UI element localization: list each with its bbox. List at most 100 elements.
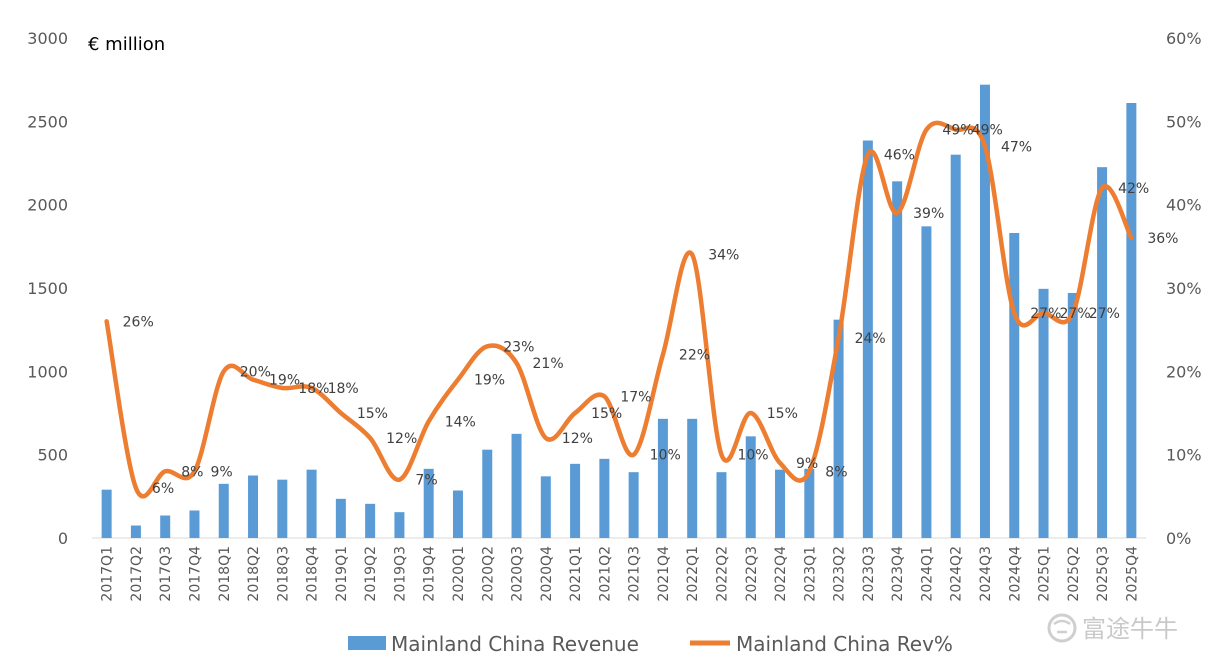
y-unit-label: € million bbox=[88, 34, 165, 55]
bar-2023Q4 bbox=[892, 181, 903, 539]
x-tick-label: 2022Q4 bbox=[773, 546, 789, 602]
x-tick-label: 2023Q1 bbox=[802, 546, 818, 602]
legend-swatch-revenue bbox=[348, 636, 386, 650]
x-tick-label: 2025Q3 bbox=[1095, 546, 1111, 602]
watermark: 富途牛牛 bbox=[1047, 613, 1178, 643]
x-tick-label: 2025Q2 bbox=[1066, 546, 1082, 602]
bar-2019Q2 bbox=[365, 503, 376, 538]
rev-pct-label-2017Q1: 26% bbox=[123, 314, 154, 330]
bar-2018Q4 bbox=[306, 469, 317, 538]
rev-pct-label-2018Q3: 18% bbox=[298, 381, 329, 397]
y-tick-label: 1000 bbox=[27, 362, 68, 381]
x-tick-label: 2025Q4 bbox=[1124, 546, 1140, 602]
y-tick-label: 1500 bbox=[27, 279, 68, 298]
rev-pct-labels: 26%6%8% 9%20%19%18%18%15%12%7%14%19%23%21… bbox=[123, 123, 1179, 497]
y2-tick-label: 40% bbox=[1166, 196, 1202, 215]
bar-2018Q3 bbox=[277, 479, 288, 538]
bar-2018Q2 bbox=[248, 475, 259, 538]
rev-pct-label-2021Q2: 17% bbox=[620, 389, 651, 405]
bar-2025Q2 bbox=[1067, 293, 1078, 538]
bar-2023Q1 bbox=[804, 468, 815, 538]
bar-2019Q4 bbox=[423, 468, 434, 538]
bar-2025Q3 bbox=[1097, 167, 1108, 538]
rev-pct-label-2023Q4: 39% bbox=[913, 206, 944, 222]
bar-2025Q4 bbox=[1126, 103, 1137, 538]
rev-pct-label-2020Q3: 21% bbox=[533, 356, 564, 372]
rev-pct-label-2020Q4: 12% bbox=[562, 431, 593, 447]
x-tick-label: 2021Q1 bbox=[568, 546, 584, 602]
x-tick-label: 2024Q2 bbox=[949, 546, 965, 602]
bar-2017Q1 bbox=[101, 489, 112, 538]
bar-2025Q1 bbox=[1038, 288, 1049, 538]
rev-pct-label-2018Q2: 19% bbox=[269, 373, 300, 389]
bar-2021Q3 bbox=[628, 472, 639, 538]
y-tick-label: 2500 bbox=[27, 112, 68, 131]
bar-2018Q1 bbox=[218, 483, 229, 538]
rev-pct-label-2018Q4: 18% bbox=[328, 381, 359, 397]
x-axis-ticks: 2017Q1 2017Q2 2017Q3 2017Q4 2018Q1 2018Q2 2018… bbox=[100, 546, 1141, 602]
legend-label-revenue: Mainland China Revenue bbox=[391, 632, 639, 656]
x-tick-label: 2021Q2 bbox=[597, 546, 613, 602]
bar-2023Q2 bbox=[833, 319, 844, 538]
bar-2022Q1 bbox=[687, 418, 698, 538]
x-tick-label: 2024Q1 bbox=[919, 546, 935, 602]
rev-pct-label-2021Q3: 10% bbox=[650, 448, 681, 464]
bar-2024Q1 bbox=[921, 226, 932, 539]
x-tick-label: 2021Q4 bbox=[656, 546, 672, 602]
rev-pct-label-2022Q4: 9% bbox=[796, 456, 818, 472]
y2-tick-label: 60% bbox=[1166, 29, 1202, 48]
x-tick-label: 2018Q2 bbox=[246, 546, 262, 602]
rev-pct-label-2019Q1: 15% bbox=[357, 406, 388, 422]
bar-2021Q1 bbox=[570, 463, 581, 538]
rev-pct-label-2024Q3: 47% bbox=[1001, 139, 1032, 155]
bar-2017Q4 bbox=[189, 510, 200, 538]
rev-pct-label-2025Q4: 36% bbox=[1147, 231, 1178, 247]
x-tick-label: 2020Q3 bbox=[510, 546, 526, 602]
rev-pct-label-2025Q2: 27% bbox=[1089, 306, 1120, 322]
x-tick-label: 2024Q4 bbox=[1007, 546, 1023, 602]
bar-2020Q1 bbox=[452, 490, 463, 538]
bar-2021Q2 bbox=[599, 458, 610, 538]
x-tick-label: 2020Q2 bbox=[480, 546, 496, 602]
x-tick-label: 2019Q3 bbox=[392, 546, 408, 602]
x-tick-label: 2023Q3 bbox=[861, 546, 877, 602]
watermark-text: 富途牛牛 bbox=[1082, 615, 1178, 643]
x-tick-label: 2025Q1 bbox=[1037, 546, 1053, 602]
rev-pct-label-2019Q4: 14% bbox=[445, 414, 476, 430]
y2-tick-label: 20% bbox=[1166, 362, 1202, 381]
rev-pct-label-2023Q1: 8% bbox=[825, 464, 847, 480]
rev-pct-label-2020Q2: 23% bbox=[503, 339, 534, 355]
bar-2022Q3 bbox=[745, 436, 756, 538]
y-tick-label: 0 bbox=[58, 529, 68, 548]
legend: Mainland China Revenue Mainland China Re… bbox=[348, 632, 953, 656]
y2-tick-label: 10% bbox=[1166, 446, 1202, 465]
bar-2024Q3 bbox=[979, 84, 990, 539]
bar-2022Q4 bbox=[775, 469, 786, 538]
rev-pct-label-2025Q3: 42% bbox=[1118, 181, 1149, 197]
rev-pct-label-2017Q3: 8% bbox=[181, 464, 203, 480]
y2-tick-label: 30% bbox=[1166, 279, 1202, 298]
rev-pct-label-2024Q4: 27% bbox=[1030, 306, 1061, 322]
rev-pct-label-2024Q2: 49% bbox=[972, 123, 1003, 139]
rev-pct-label-2017Q2: 6% bbox=[152, 481, 174, 497]
rev-pct-label-2021Q1: 15% bbox=[591, 406, 622, 422]
x-tick-label: 2023Q4 bbox=[890, 546, 906, 602]
bar-2017Q2 bbox=[130, 525, 141, 538]
bar-2021Q4 bbox=[657, 418, 668, 538]
rev-pct-label-2018Q1: 20% bbox=[240, 364, 271, 380]
bar-2024Q4 bbox=[1009, 233, 1020, 538]
y-tick-label: 500 bbox=[37, 446, 68, 465]
x-tick-label: 2017Q4 bbox=[187, 546, 203, 602]
bar-2022Q2 bbox=[716, 472, 727, 538]
x-tick-label: 2023Q2 bbox=[832, 546, 848, 602]
x-tick-label: 2017Q2 bbox=[129, 546, 145, 602]
x-tick-label: 2018Q3 bbox=[275, 546, 291, 602]
rev-pct-label-2025Q1: 27% bbox=[1060, 306, 1091, 322]
x-tick-label: 2020Q4 bbox=[539, 546, 555, 602]
rev-pct-label-2021Q4: 22% bbox=[679, 348, 710, 364]
x-tick-label: 2020Q1 bbox=[451, 546, 467, 602]
rev-pct-label-2019Q2: 12% bbox=[386, 431, 417, 447]
x-tick-label: 2018Q4 bbox=[305, 546, 321, 602]
left-y-axis-ticks: 0 500 1000 1500 2000 2500 3000 bbox=[27, 29, 68, 548]
y-tick-label: 2000 bbox=[27, 196, 68, 215]
